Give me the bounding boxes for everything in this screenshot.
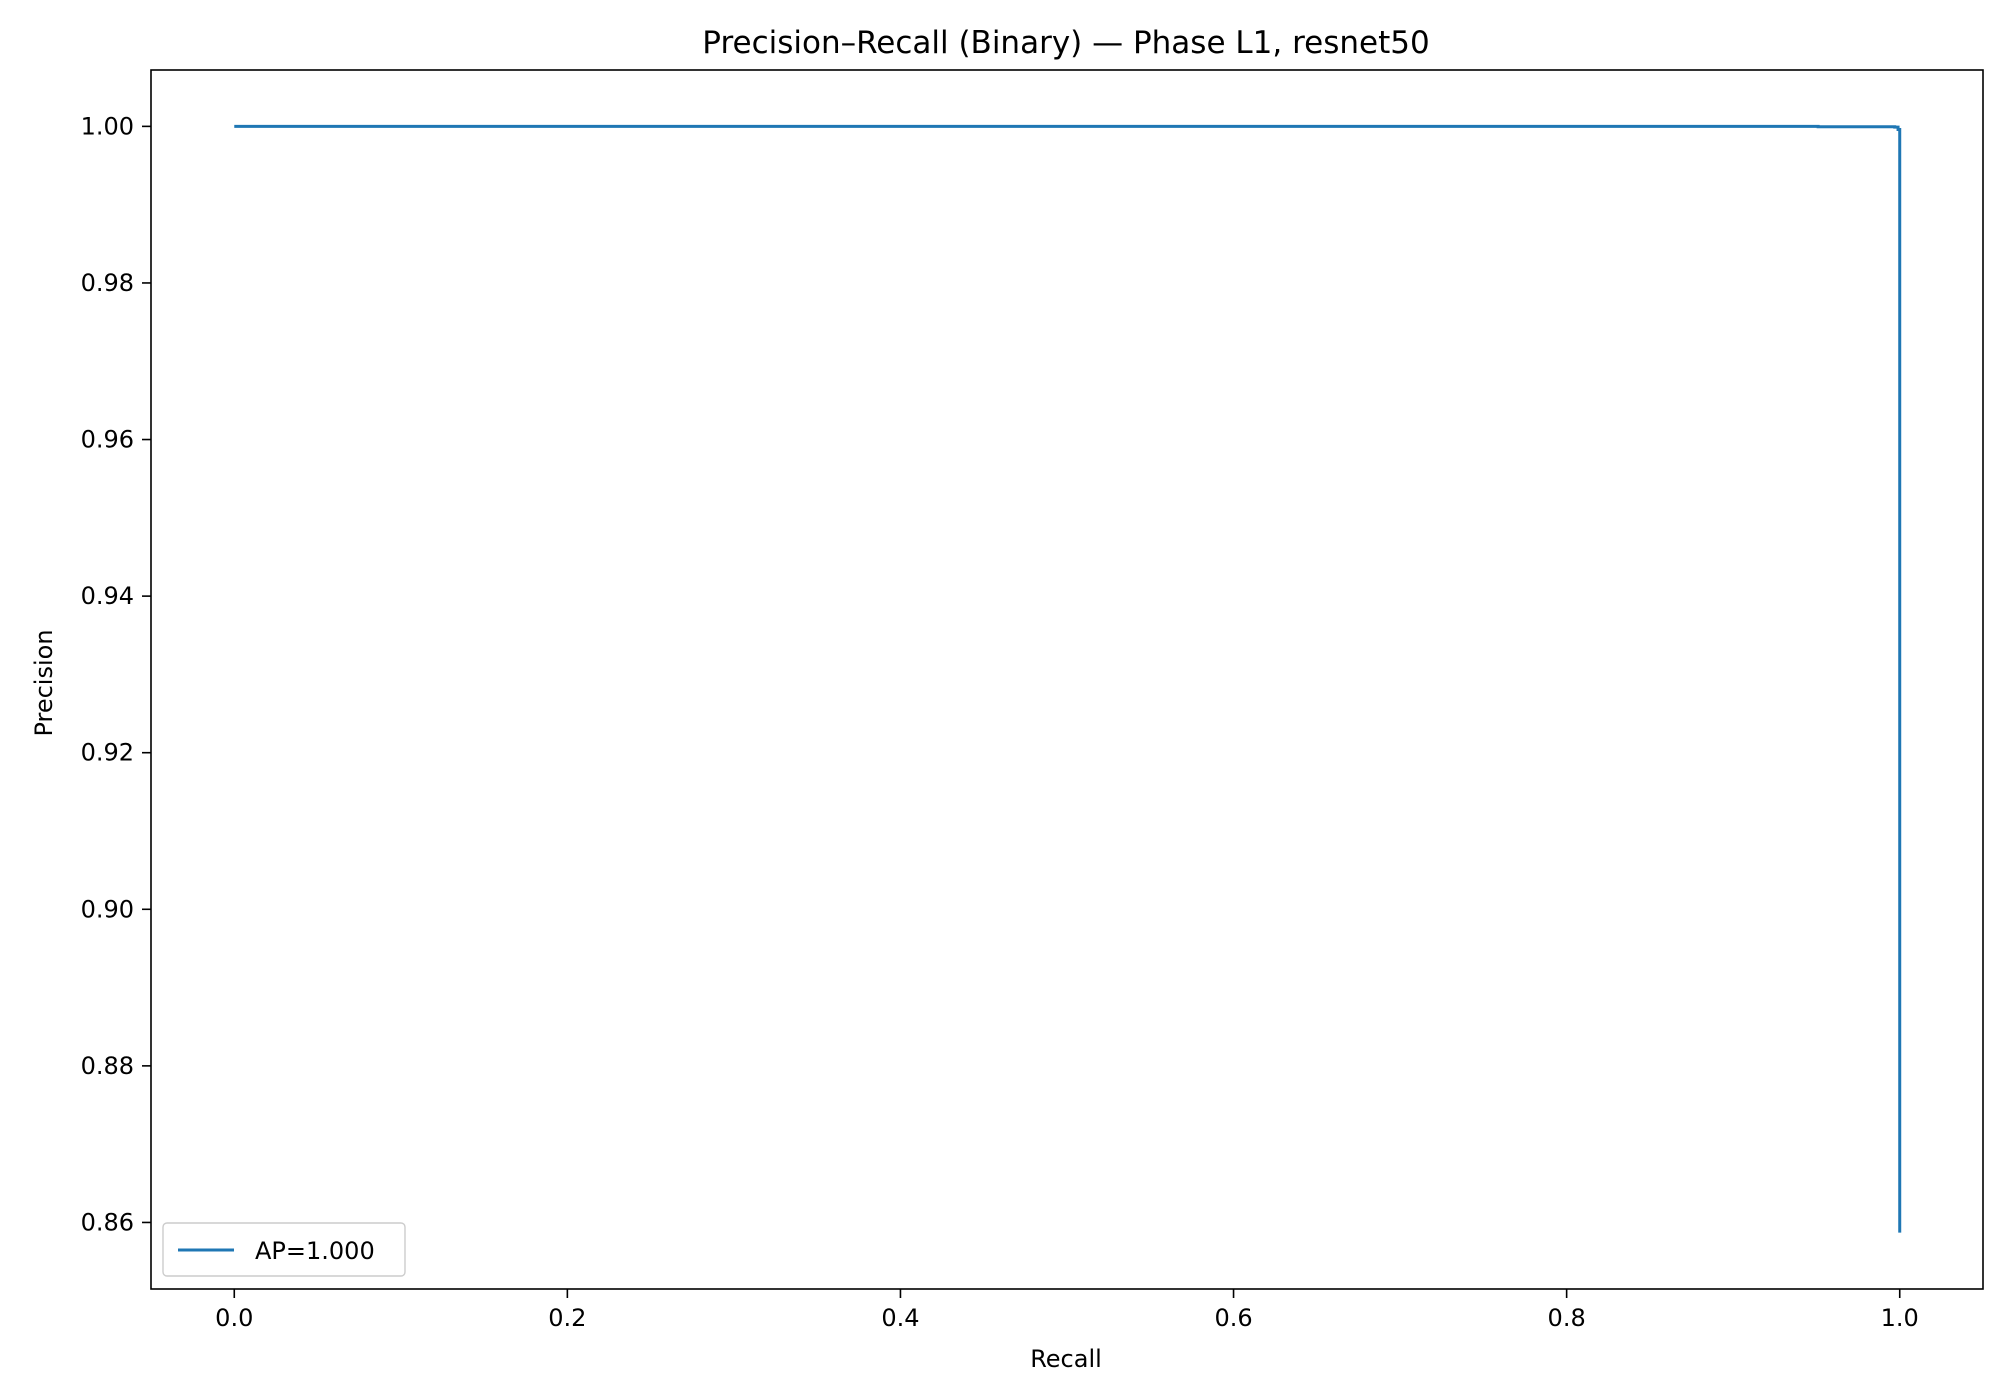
x-tick-label: 0.0 [215,1304,253,1332]
x-axis-label: Recall [1030,1345,1102,1373]
y-tick-label: 0.96 [81,426,134,454]
y-tick-label: 0.90 [81,895,134,923]
x-tick-label: 0.2 [548,1304,586,1332]
legend: AP=1.000 [162,1222,406,1277]
y-tick-label: 0.98 [81,269,134,297]
pr-curve-line [234,124,1902,1233]
plot-frame [150,69,1984,1290]
y-tick-label: 0.86 [81,1208,134,1236]
chart-title: Precision–Recall (Binary) — Phase L1, re… [702,25,1429,61]
x-tick-label: 0.4 [881,1304,919,1332]
legend-label: AP=1.000 [255,1237,375,1265]
series-layer [234,124,1902,1233]
legend-box [162,1222,406,1277]
x-tick-label: 1.0 [1881,1304,1919,1332]
x-tick-label: 0.6 [1214,1304,1252,1332]
y-tick-label: 0.92 [81,739,134,767]
y-axis: 0.86 0.88 0.90 0.92 0.94 0.96 0.98 1.00 [81,112,151,1236]
x-tick-label: 0.8 [1548,1304,1586,1332]
y-tick-label: 1.00 [81,112,134,140]
y-tick-label: 0.88 [81,1052,134,1080]
y-axis-label: Precision [30,629,58,736]
x-axis: 0.0 0.2 0.4 0.6 0.8 1.0 [215,1289,1919,1332]
y-tick-label: 0.94 [81,582,134,610]
